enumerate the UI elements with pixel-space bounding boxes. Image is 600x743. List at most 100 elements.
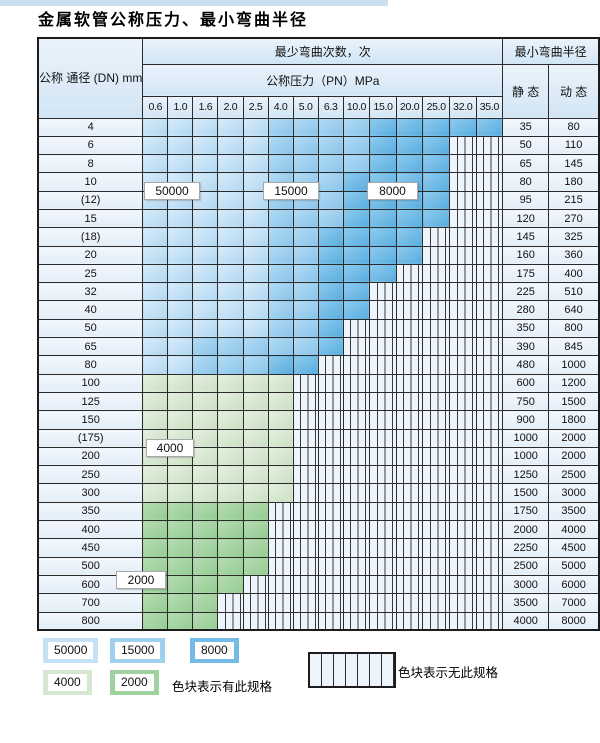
spec-cell xyxy=(369,282,397,302)
dynamic-value: 3000 xyxy=(548,483,600,503)
table-row: 500 2500 5000 xyxy=(37,556,600,576)
spec-cell xyxy=(217,355,244,375)
spec-cell xyxy=(142,318,169,339)
static-value: 350 xyxy=(502,318,550,339)
spec-cell xyxy=(192,318,219,339)
spec-cell xyxy=(317,300,344,320)
spec-cell xyxy=(142,245,169,265)
spec-cell xyxy=(142,410,169,430)
legend-label: 8000 xyxy=(195,642,234,659)
spec-cell xyxy=(475,501,504,522)
table-row: 700 3500 7000 xyxy=(37,593,600,613)
spec-cell xyxy=(342,263,371,284)
spec-cell xyxy=(317,337,344,357)
spec-cell xyxy=(242,318,269,339)
spec-cell xyxy=(192,556,219,576)
spec-cell xyxy=(369,227,397,247)
dynamic-value: 2500 xyxy=(548,465,600,485)
spec-cell xyxy=(342,410,371,430)
spec-cell xyxy=(217,574,244,595)
dn-value: 300 xyxy=(37,483,144,503)
spec-cell xyxy=(292,593,319,613)
spec-cell xyxy=(217,117,244,137)
spec-cell xyxy=(449,282,477,302)
spec-cell xyxy=(267,355,294,375)
spec-cell xyxy=(292,300,319,320)
spec-cell xyxy=(475,373,504,393)
spec-cell xyxy=(242,556,269,576)
spec-cell xyxy=(369,263,397,284)
dynamic-column-header: 动 态 xyxy=(548,63,600,119)
spec-cell xyxy=(422,574,451,595)
spec-cell xyxy=(292,227,319,247)
spec-cell xyxy=(342,227,371,247)
spec-cell xyxy=(422,337,451,357)
spec-cell xyxy=(317,538,344,558)
spec-cell xyxy=(167,318,194,339)
spec-cell xyxy=(192,117,219,137)
table-row: 250 1250 2500 xyxy=(37,465,600,485)
table-row: 4 35 80 xyxy=(37,117,600,137)
spec-cell xyxy=(242,465,269,485)
spec-cell xyxy=(449,593,477,613)
dn-value: 20 xyxy=(37,245,144,265)
spec-cell xyxy=(475,574,504,595)
spec-cell xyxy=(142,208,169,229)
static-value: 95 xyxy=(502,190,550,210)
spec-cell xyxy=(317,190,344,210)
spec-cell xyxy=(267,410,294,430)
spec-cell xyxy=(342,318,371,339)
dynamic-value: 8000 xyxy=(548,611,600,631)
spec-cell xyxy=(292,355,319,375)
spec-cell xyxy=(267,391,294,412)
spec-cell xyxy=(217,300,244,320)
dn-column-header: 公称 通径 (DN) mm xyxy=(37,37,144,119)
spec-cell xyxy=(242,483,269,503)
dynamic-value: 3500 xyxy=(548,501,600,522)
spec-cell xyxy=(192,245,219,265)
dynamic-value: 270 xyxy=(548,208,600,229)
table-row: 6 50 110 xyxy=(37,135,600,156)
zone-label: 4000 xyxy=(146,439,194,457)
dynamic-value: 180 xyxy=(548,172,600,192)
spec-cell xyxy=(142,337,169,357)
spec-cell xyxy=(449,465,477,485)
spec-cell xyxy=(142,593,169,613)
spec-cell xyxy=(342,337,371,357)
static-value: 145 xyxy=(502,227,550,247)
spec-cell xyxy=(142,538,169,558)
table-row: 450 2250 4500 xyxy=(37,538,600,558)
spec-cell xyxy=(242,154,269,174)
spec-cell xyxy=(192,483,219,503)
table-row: 80 480 1000 xyxy=(37,355,600,375)
spec-cell xyxy=(422,190,451,210)
spec-cell xyxy=(242,355,269,375)
spec-cell xyxy=(369,483,397,503)
static-value: 3000 xyxy=(502,574,550,595)
dynamic-value: 1500 xyxy=(548,391,600,412)
legend-item-8000: 8000 xyxy=(190,638,239,663)
spec-cell xyxy=(242,501,269,522)
spec-cell xyxy=(342,172,371,192)
spec-cell xyxy=(369,355,397,375)
spec-cell xyxy=(449,190,477,210)
spec-cell xyxy=(292,501,319,522)
spec-cell xyxy=(167,574,194,595)
spec-cell xyxy=(449,300,477,320)
spec-cell xyxy=(422,501,451,522)
spec-cell xyxy=(192,373,219,393)
spec-cell xyxy=(395,574,424,595)
spec-cell xyxy=(475,355,504,375)
spec-cell xyxy=(422,355,451,375)
dynamic-value: 640 xyxy=(548,300,600,320)
spec-cell xyxy=(192,465,219,485)
spec-cell xyxy=(267,483,294,503)
spec-cell xyxy=(342,190,371,210)
dn-value: 150 xyxy=(37,410,144,430)
spec-cell xyxy=(242,172,269,192)
pressure-col-header: 25.0 xyxy=(422,95,451,119)
zone-label: 15000 xyxy=(263,182,319,200)
dynamic-value: 5000 xyxy=(548,556,600,576)
spec-cell xyxy=(449,501,477,522)
table-row: 25 175 400 xyxy=(37,263,600,284)
